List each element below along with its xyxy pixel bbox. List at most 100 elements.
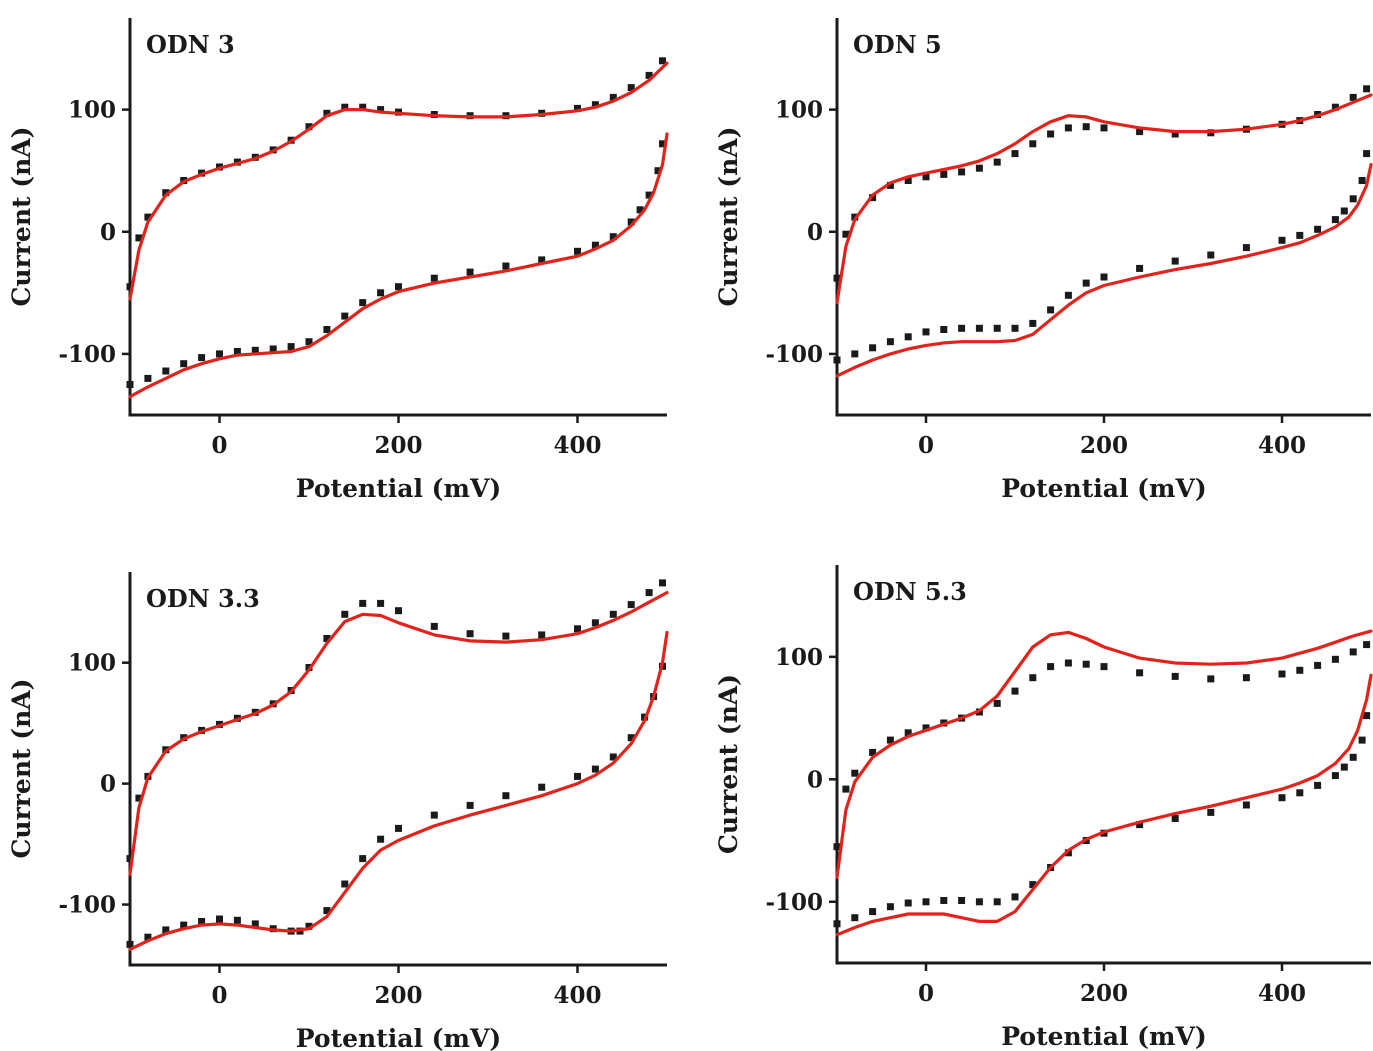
data-point-marker [162,189,170,197]
data-point-marker [833,843,841,851]
data-point-marker [574,104,581,112]
data-point-marker [1207,251,1215,259]
data-point-marker [538,256,546,264]
data-point-marker [1242,674,1250,682]
data-point-marker [502,632,510,640]
data-point-marker [341,610,349,618]
data-point-marker [627,218,635,226]
data-point-marker [869,908,877,916]
fit-curve-anodic [128,591,669,876]
data-point-marker [251,920,259,928]
data-point-marker [466,268,474,276]
data-point-marker [904,177,912,184]
data-point-marker [341,312,349,320]
data-point-marker [1278,670,1286,678]
data-point-marker [395,607,402,615]
data-point-marker [609,93,617,101]
data-point-marker [1314,781,1322,789]
data-point-marker [198,918,206,925]
data-point-marker [869,344,877,352]
data-point-marker [1296,789,1304,797]
data-point-marker [654,167,662,175]
data-point-marker [377,289,385,297]
data-point-marker [1029,881,1037,889]
data-point-marker [126,283,134,291]
data-point-marker [233,348,241,355]
data-point-marker [1136,264,1144,272]
data-point-marker [1296,666,1304,674]
data-point-marker [1349,753,1357,761]
data-point-marker [636,206,644,214]
y-tick-label: 100 [68,650,116,677]
data-point-marker [851,769,859,777]
data-point-marker [591,241,599,249]
data-point-marker [842,785,850,793]
data-point-marker [269,345,277,353]
data-point-marker [627,734,635,742]
data-point-marker [1349,93,1357,101]
y-axis-label: Current (nA) [714,674,743,854]
x-tick-label: 400 [1258,432,1306,459]
data-point-marker [198,354,206,362]
data-point-marker [609,610,617,618]
data-point-marker [659,140,666,148]
data-point-marker [323,907,331,915]
x-tick-label: 0 [918,432,934,459]
x-tick-label: 400 [553,432,601,459]
x-tick-label: 200 [374,982,422,1009]
data-point-marker [645,191,653,199]
data-point-marker [1207,675,1215,683]
data-point-marker [1029,674,1037,682]
data-point-marker [922,898,930,906]
data-point-marker [922,724,930,732]
data-point-marker [574,772,581,780]
panel-title: ODN 3.3 [146,584,260,613]
data-point-marker [869,748,877,756]
panel-title: ODN 5.3 [853,577,967,606]
data-point-marker [144,213,152,221]
data-point-marker [1011,324,1019,332]
data-point-marker [958,897,966,904]
panel-odn-3-3: 0 200 400 -100 0 100 Potential (mV) Current (nA… [7,572,669,1051]
data-point-marker [395,283,402,291]
data-point-marker [609,753,617,761]
data-point-marker [1064,291,1072,299]
data-point-marker [940,170,948,178]
data-point-marker [922,173,930,181]
data-point-marker [1064,659,1072,667]
data-point-marker [1047,130,1055,138]
data-point-marker [886,903,894,911]
data-point-marker [323,635,331,642]
data-point-marker [466,630,474,638]
data-point-marker [1082,660,1090,668]
y-tick-label: -100 [58,341,116,368]
data-point-marker [305,338,313,346]
data-point-marker [430,274,438,282]
data-point-marker [1064,124,1072,132]
data-point-marker [126,940,134,948]
panel-title: ODN 5 [853,30,942,59]
x-tick-label: 400 [1258,980,1306,1007]
x-tick-label: 0 [211,432,227,459]
data-point-marker [1047,663,1055,671]
data-point-marker [430,622,438,630]
y-tick-label: 0 [100,771,116,798]
data-point-marker [1349,648,1357,656]
data-point-marker [1047,306,1055,314]
data-point-marker [341,103,349,111]
data-point-marker [1242,801,1250,809]
data-point-marker [180,921,188,929]
y-axis-label: Current (nA) [7,679,36,859]
fit-curve-anodic [128,61,669,301]
data-point-marker [993,699,1001,707]
data-point-marker [323,109,331,117]
x-tick-label: 200 [1080,980,1128,1007]
data-point-marker [377,835,385,843]
data-point-marker [144,374,152,382]
data-point-marker [645,71,653,79]
data-point-marker [851,914,859,922]
data-point-marker [287,343,295,351]
data-point-marker [1296,231,1304,239]
data-point-marker [1358,177,1366,184]
